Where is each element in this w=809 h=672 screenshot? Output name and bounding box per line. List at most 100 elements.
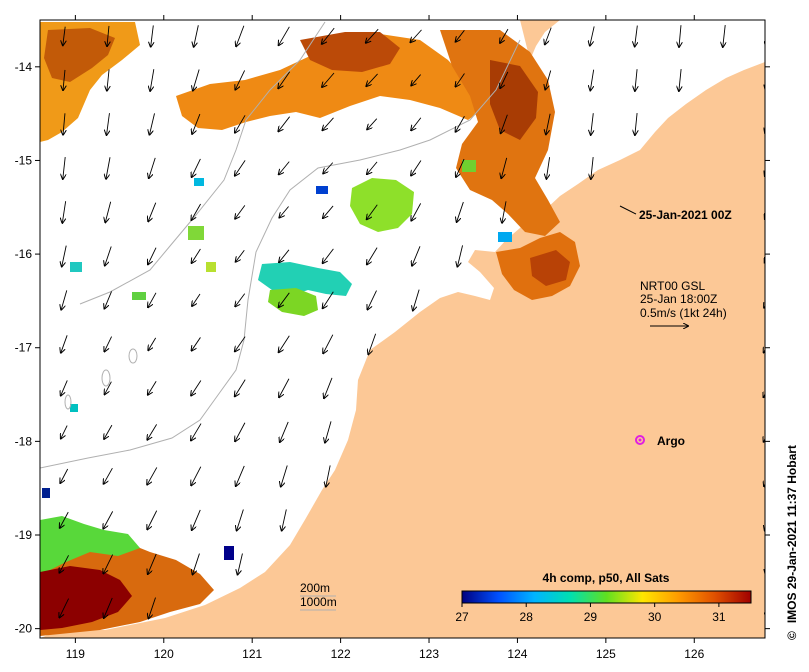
current-arrow bbox=[103, 511, 114, 528]
current-arrow bbox=[150, 69, 155, 91]
current-arrow bbox=[635, 113, 637, 135]
current-arrow bbox=[235, 379, 246, 397]
sst-patch-north bbox=[176, 34, 482, 130]
current-arrow bbox=[62, 201, 67, 223]
current-arrow bbox=[278, 71, 291, 89]
current-arrow bbox=[60, 511, 69, 528]
current-arrow bbox=[192, 337, 201, 350]
current-arrow bbox=[545, 27, 552, 45]
lon-tick-label: 123 bbox=[419, 647, 439, 661]
current-source-label: NRT00 GSL bbox=[640, 279, 705, 293]
current-arrow bbox=[325, 421, 332, 442]
credit-line: © IMOS 29-Jan-2021 11:37 Hobart bbox=[785, 445, 799, 640]
sst-speck-blue-b bbox=[224, 546, 234, 560]
map-frame bbox=[39, 19, 766, 639]
current-arrow bbox=[322, 72, 335, 87]
current-arrow bbox=[367, 290, 377, 310]
current-arrow bbox=[635, 25, 638, 47]
argo-float-marker bbox=[635, 435, 645, 445]
current-arrow bbox=[63, 113, 65, 134]
current-arrow bbox=[546, 157, 549, 179]
current-arrow bbox=[106, 157, 111, 179]
current-arrow bbox=[105, 381, 112, 395]
current-arrow bbox=[323, 334, 334, 354]
lon-tick-label: 121 bbox=[242, 647, 262, 661]
lat-tick-label: -17 bbox=[15, 341, 33, 355]
current-arrow bbox=[237, 509, 244, 531]
colorbar: 4h comp, p50, All Sats 27 28 29 30 31 bbox=[455, 571, 752, 624]
lat-tick-label: -18 bbox=[15, 434, 33, 448]
current-arrow bbox=[148, 597, 156, 619]
current-arrow bbox=[104, 597, 113, 618]
current-arrow bbox=[192, 248, 201, 263]
current-arrow bbox=[191, 203, 201, 220]
current-arrow bbox=[679, 25, 681, 47]
current-arrow bbox=[765, 160, 771, 176]
current-arrow bbox=[151, 25, 154, 46]
sst-speck-green-c bbox=[462, 160, 476, 172]
current-arrow bbox=[147, 424, 158, 439]
current-arrow bbox=[148, 247, 157, 265]
current-arrow bbox=[63, 69, 65, 90]
current-arrow bbox=[502, 201, 507, 222]
lon-tick-label: 120 bbox=[154, 647, 174, 661]
current-arrow bbox=[63, 157, 65, 179]
sst-speck-green-b bbox=[132, 292, 146, 300]
current-arrow bbox=[107, 25, 109, 46]
current-arrow bbox=[147, 467, 158, 484]
contour-1000m-label: 1000m bbox=[300, 595, 337, 609]
lat-tick-label: -19 bbox=[15, 528, 33, 542]
sst-speck-cyan-c bbox=[70, 262, 82, 272]
current-arrow bbox=[501, 157, 508, 178]
sst-patch-green-south-center bbox=[268, 288, 318, 316]
sst-speck-cyan-b bbox=[194, 178, 204, 186]
argo-label: Argo bbox=[657, 434, 685, 448]
latitude-axis: -14 -15 -16 -17 -18 -19 -20 bbox=[15, 60, 770, 636]
current-arrow bbox=[280, 421, 289, 442]
current-arrow bbox=[723, 25, 725, 47]
current-arrow bbox=[366, 28, 379, 43]
current-arrow bbox=[282, 509, 287, 530]
current-arrow bbox=[238, 553, 243, 574]
current-arrow bbox=[766, 70, 771, 90]
current-arrow bbox=[149, 157, 156, 178]
sst-speck-green-a bbox=[206, 262, 216, 272]
current-arrow bbox=[323, 117, 334, 130]
current-arrow bbox=[366, 73, 378, 86]
current-arrow bbox=[104, 291, 112, 308]
current-arrow bbox=[103, 554, 114, 574]
contour-200m bbox=[40, 39, 521, 469]
colorbar-tick-label: 27 bbox=[455, 610, 469, 624]
copyright-symbol: © bbox=[785, 631, 799, 640]
lat-tick-label: -14 bbox=[15, 60, 33, 74]
reef-contour-c bbox=[64, 394, 72, 410]
current-arrow bbox=[323, 205, 334, 218]
colorbar-tick-label: 30 bbox=[648, 610, 662, 624]
sst-speck-cyan-d bbox=[70, 404, 78, 412]
current-arrow bbox=[765, 510, 772, 531]
current-arrow bbox=[147, 510, 158, 530]
current-arrow bbox=[59, 598, 70, 618]
current-arrow bbox=[191, 380, 202, 395]
sst-patch-cyan-center bbox=[258, 262, 352, 296]
current-arrow bbox=[279, 335, 290, 353]
current-arrow bbox=[457, 245, 463, 266]
current-arrow bbox=[323, 248, 334, 263]
colorbar-title: 4h comp, p50, All Sats bbox=[543, 571, 670, 585]
lon-tick-label: 119 bbox=[66, 647, 85, 661]
current-arrow bbox=[148, 337, 157, 350]
current-arrow bbox=[235, 205, 246, 218]
current-arrow bbox=[367, 204, 378, 219]
current-arrow bbox=[148, 202, 157, 222]
current-arrow bbox=[413, 289, 420, 311]
current-arrow bbox=[590, 26, 595, 45]
current-arrow bbox=[278, 116, 290, 132]
current-arrow bbox=[765, 249, 772, 262]
current-arrow bbox=[279, 378, 290, 397]
current-arrow bbox=[545, 70, 552, 90]
contour-1000m bbox=[79, 21, 326, 305]
current-arrows bbox=[59, 25, 772, 619]
sst-patches bbox=[40, 22, 580, 636]
current-arrow bbox=[104, 467, 113, 484]
